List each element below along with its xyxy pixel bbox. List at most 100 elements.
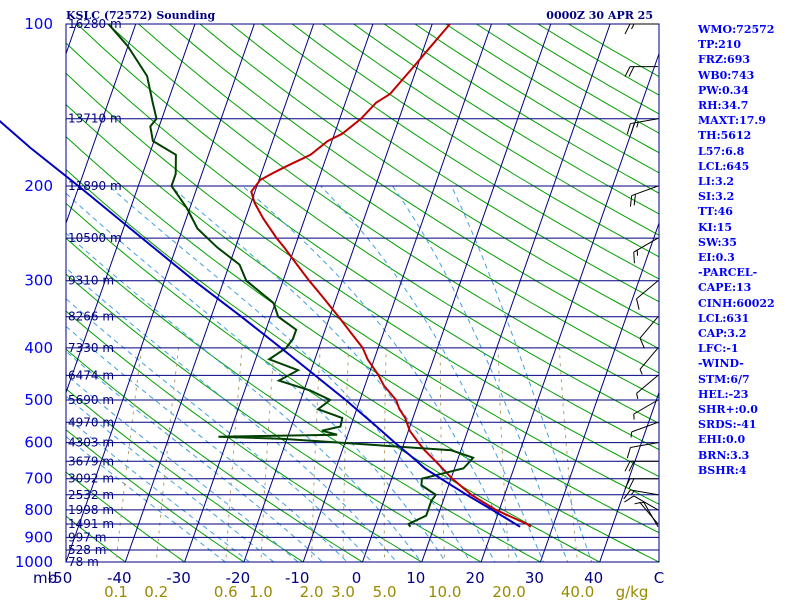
dry-adiabat: [66, 42, 659, 451]
wind-barb: [634, 502, 659, 525]
moist-adiabat: [242, 185, 520, 562]
isotherm: [539, 221, 659, 562]
mixing-ratio-label: 0.2: [144, 583, 168, 600]
mixing-ratio-line: [115, 347, 142, 562]
moist-adiabat: [66, 267, 398, 562]
index-line: SW:35: [698, 235, 737, 249]
index-line: LCL:645: [698, 159, 750, 173]
mixing-ratio-line: [311, 347, 321, 562]
index-line: LI:3.2: [698, 175, 735, 189]
index-line: LFC:-1: [698, 342, 739, 356]
dry-adiabat: [66, 135, 659, 534]
mixing-ratio-label: 40.0: [561, 583, 594, 600]
dry-adiabat: [199, 24, 659, 326]
index-line: PW:0.34: [698, 83, 749, 97]
sounding-indices: WMO:72572 TP:210 FRZ:693 WB0:743 PW:0.34 RH:3…: [698, 22, 798, 478]
index-line: TT:46: [698, 205, 733, 219]
temperature-profile: [250, 23, 532, 528]
moist-adiabat: [66, 192, 447, 562]
pressure-tick-label: 900: [24, 528, 53, 546]
mixing-ratio-line: [558, 347, 579, 562]
index-line: LCL:631: [698, 311, 750, 325]
dry-adiabat: [291, 24, 659, 258]
index-line: -PARCEL-: [698, 266, 758, 280]
index-line: WMO:72572: [698, 23, 775, 36]
dry-adiabat: [138, 24, 659, 374]
mixing-ratio-label: 5.0: [373, 583, 397, 600]
height-label: 8266 m: [68, 310, 114, 324]
dry-adiabat: [66, 515, 127, 562]
moist-adiabat: [66, 350, 324, 562]
wind-barb: [633, 237, 659, 264]
height-label: 1491 m: [68, 517, 114, 531]
temperature-tick-label: -20: [226, 569, 251, 587]
isotherm: [361, 24, 552, 562]
isotherm: [421, 24, 611, 562]
wind-barb: [636, 375, 659, 399]
temperature-tick-label: 0: [352, 569, 362, 587]
height-label: 528 m: [68, 543, 106, 557]
parcel-profile: [0, 119, 521, 528]
height-label: 9310 m: [68, 274, 114, 288]
pressure-tick-label: 600: [24, 434, 53, 452]
pressure-tick-label: 300: [24, 272, 53, 290]
index-line: HEL:-23: [698, 387, 749, 401]
moist-adiabat: [66, 435, 227, 562]
wind-barb: [639, 347, 659, 375]
isotherm: [124, 24, 315, 562]
x-axis-label: C: [654, 569, 664, 587]
mixing-ratio-line: [439, 347, 446, 562]
temperature-tick-label: -50: [48, 569, 73, 587]
index-line: STM:6/7: [698, 372, 750, 386]
wind-barb: [624, 478, 658, 489]
mixing-ratio-line: [260, 347, 275, 562]
height-label: 3092 m: [68, 472, 114, 486]
wind-barb: [626, 442, 659, 459]
pressure-tick-label: 500: [24, 391, 53, 409]
index-line: -WIND-: [698, 357, 744, 371]
wind-barb: [623, 489, 659, 500]
mixing-ratio-label: 20.0: [492, 583, 525, 600]
mixing-ratio-line: [225, 347, 243, 562]
height-label: 5690 m: [68, 393, 114, 407]
pressure-tick-label: 400: [24, 339, 53, 357]
wind-barbs: [623, 23, 659, 528]
wind-barb: [624, 66, 658, 77]
index-line: KI:15: [698, 220, 733, 234]
dry-adiabat: [66, 388, 305, 562]
isotherm: [0, 0, 26, 584]
isotherm: [480, 52, 659, 562]
plot-border: [65, 23, 660, 563]
isotherm: [184, 24, 374, 562]
temperature-tick-label: 30: [525, 569, 544, 587]
isotherm: [66, 24, 255, 562]
index-line: RH:34.7: [698, 99, 749, 113]
wind-barb: [633, 399, 659, 420]
dry-adiabat: [66, 237, 542, 562]
dry-adiabat: [66, 168, 659, 562]
height-label: 997 m: [68, 530, 106, 544]
moist-adiabat: [66, 325, 348, 562]
index-line: SHR+:0.0: [698, 403, 758, 417]
chart-subtitle: 0000Z 30 APR 25: [546, 9, 653, 22]
index-line: CAPE:13: [698, 281, 752, 295]
dry-adiabat: [66, 72, 659, 478]
mixing-ratio-line: [497, 347, 510, 562]
index-line: WB0:743: [698, 68, 755, 82]
dry-adiabat: [261, 24, 659, 280]
wind-barb: [636, 280, 659, 310]
height-label: 7330 m: [68, 341, 114, 355]
wind-barb: [624, 23, 658, 35]
dry-adiabat: [66, 471, 186, 562]
mixing-ratio-line: [383, 347, 387, 562]
temperature-tick-label: -30: [166, 569, 191, 587]
height-label: 11890 m: [68, 179, 122, 193]
wind-barb: [624, 460, 658, 472]
dry-adiabat: [230, 24, 659, 303]
height-label: 4970 m: [68, 415, 114, 429]
index-line: BRN:3.3: [698, 448, 750, 462]
moist-adiabat: [169, 185, 496, 562]
index-line: EI:0.3: [698, 251, 735, 265]
